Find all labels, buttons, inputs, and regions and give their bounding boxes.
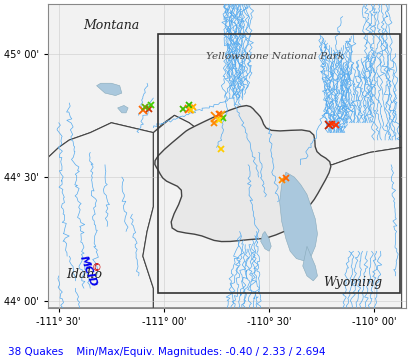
Text: 38 Quakes    Min/Max/Equiv. Magnitudes: -0.40 / 2.33 / 2.694: 38 Quakes Min/Max/Equiv. Magnitudes: -0.… xyxy=(8,346,325,357)
Polygon shape xyxy=(155,106,330,241)
Polygon shape xyxy=(97,83,121,96)
Polygon shape xyxy=(142,115,401,308)
Text: Wyoming: Wyoming xyxy=(323,276,382,289)
Text: Idaho: Idaho xyxy=(66,268,102,281)
Polygon shape xyxy=(302,246,317,281)
Text: Montana: Montana xyxy=(83,19,139,32)
Polygon shape xyxy=(117,105,128,113)
Text: ©: © xyxy=(92,264,101,274)
Polygon shape xyxy=(48,4,401,165)
Polygon shape xyxy=(260,231,270,251)
Polygon shape xyxy=(48,123,153,308)
Text: Yellowstone National Park: Yellowstone National Park xyxy=(206,51,344,60)
Polygon shape xyxy=(279,172,317,261)
Text: MCID: MCID xyxy=(78,254,98,288)
Bar xyxy=(157,34,398,293)
